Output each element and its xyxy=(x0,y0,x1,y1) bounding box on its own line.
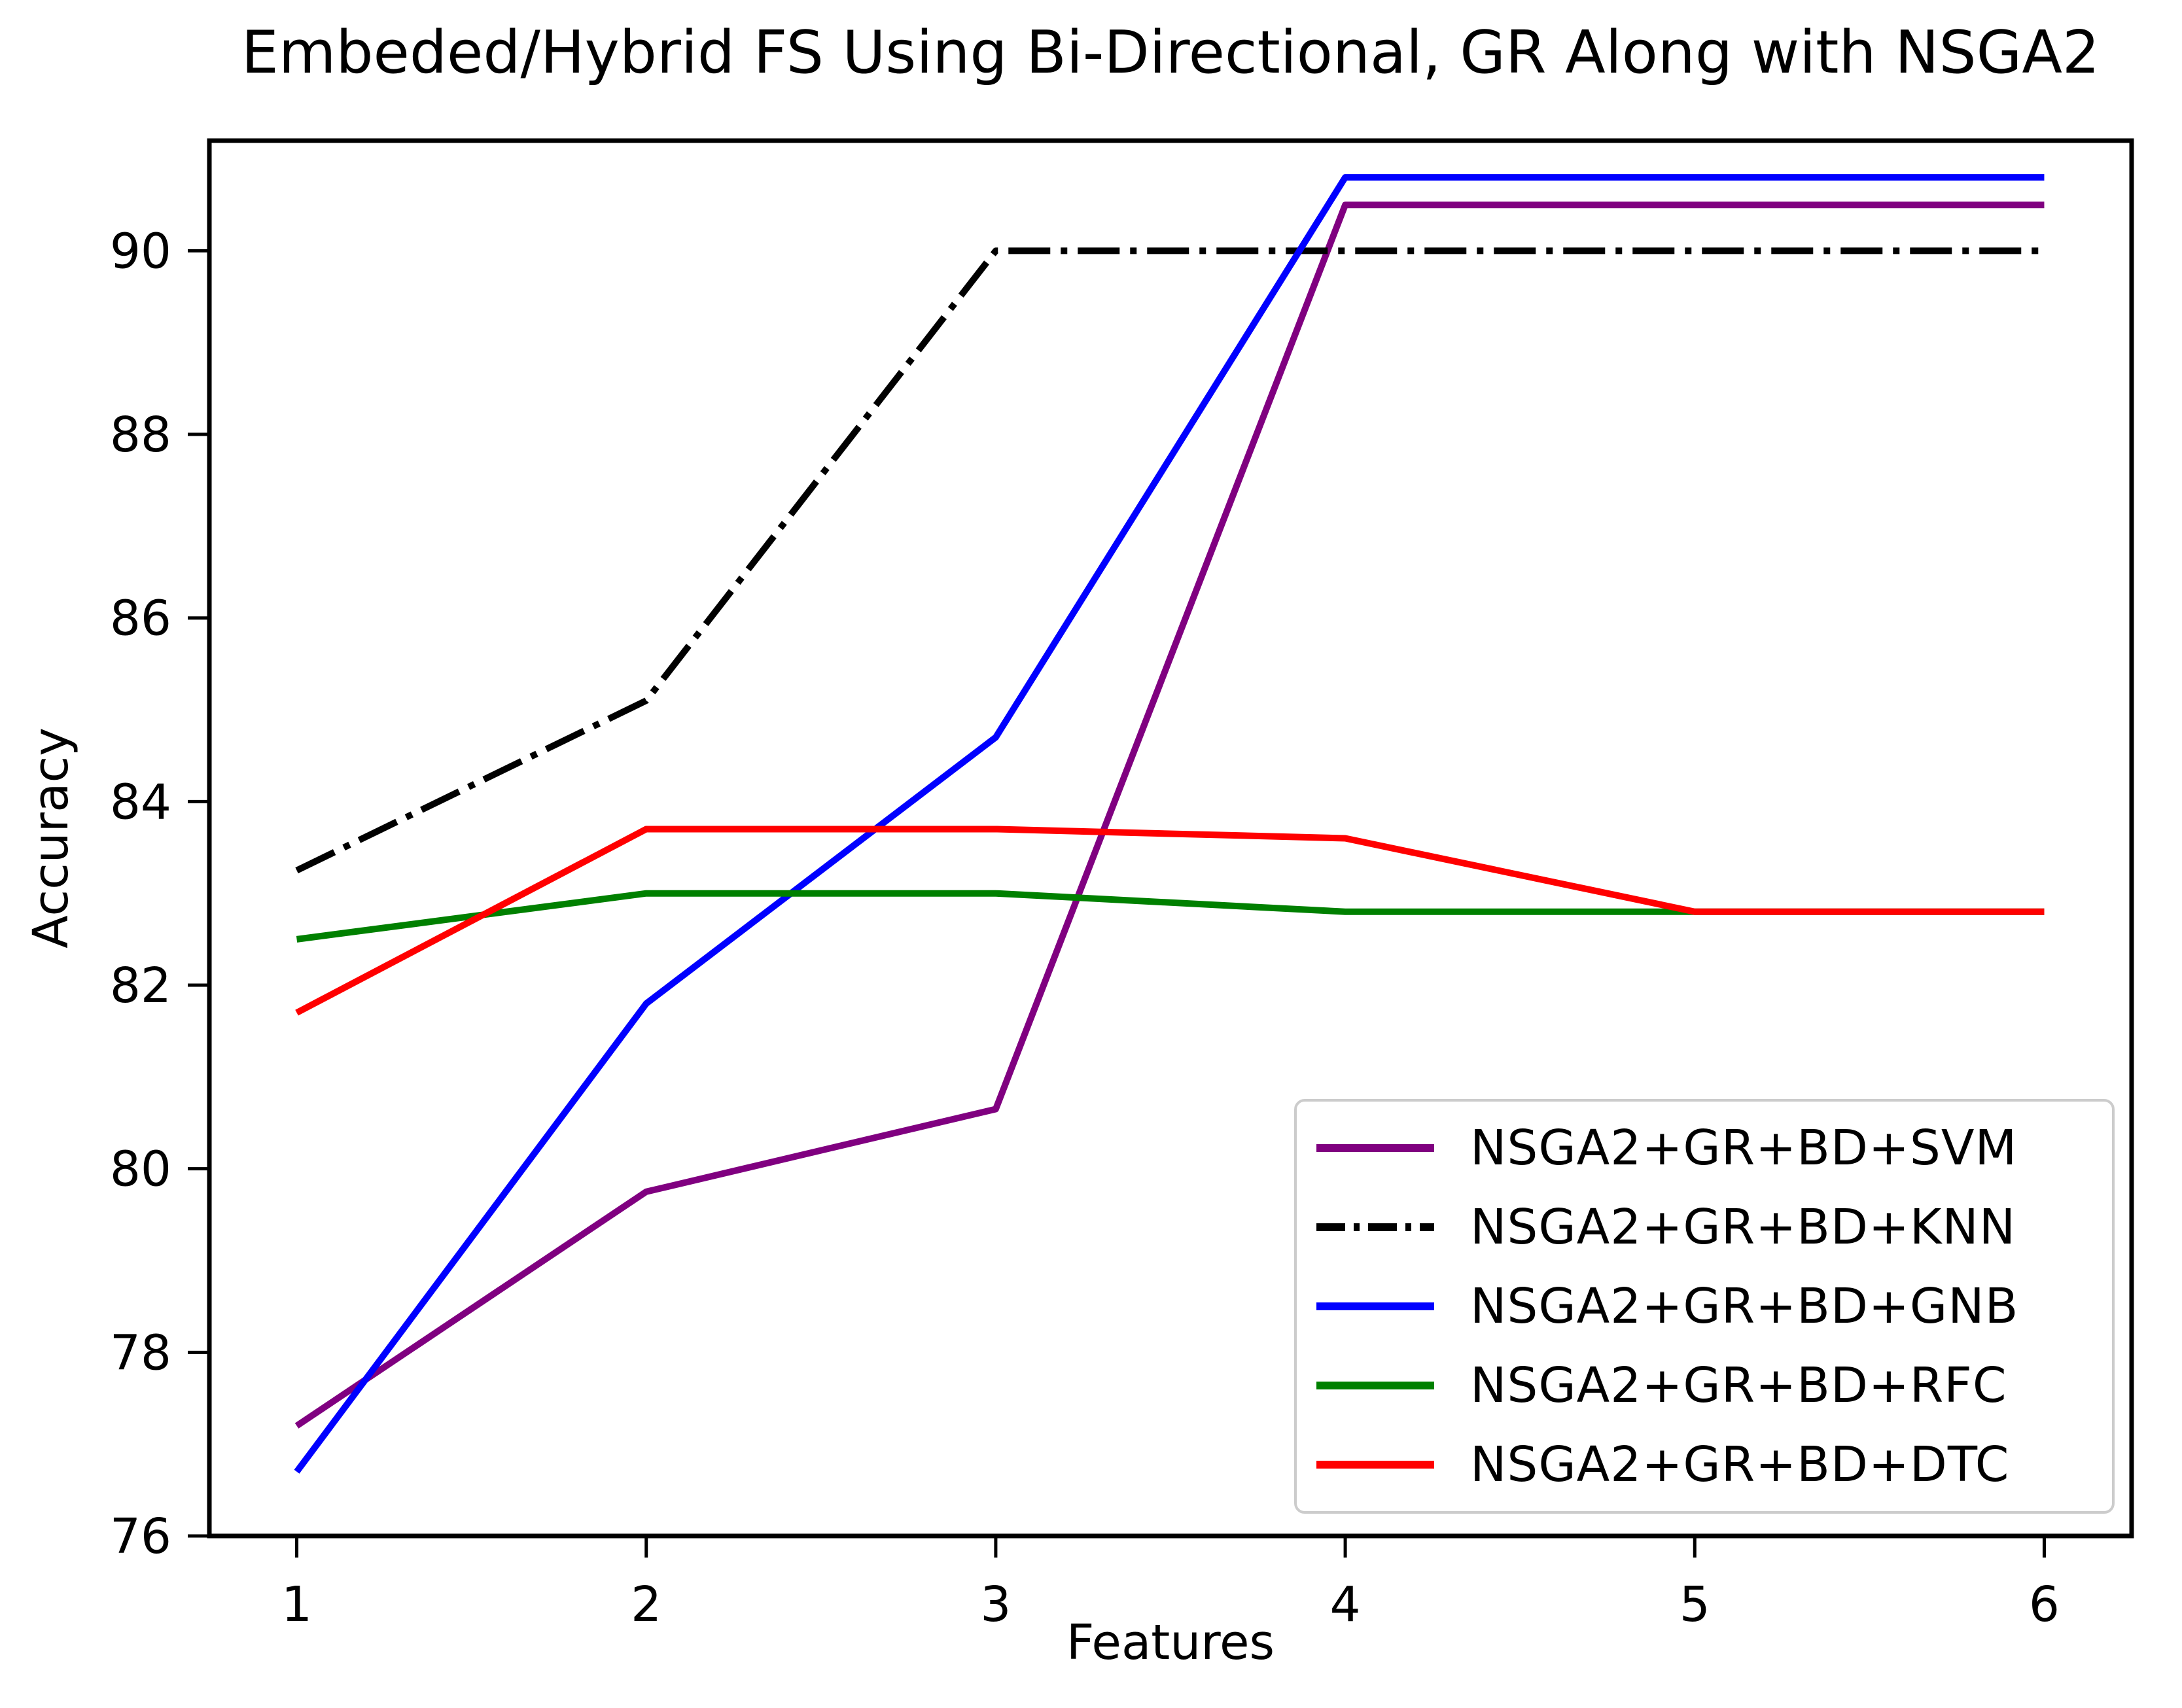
series-line-NSGA2+GR+BD+KNN xyxy=(295,247,2045,874)
legend-line-swatch xyxy=(1316,1143,1434,1152)
x-tick-label: 5 xyxy=(1680,1577,1710,1633)
x-axis-label: Features xyxy=(1066,1614,1275,1671)
y-axis-label: Accuracy xyxy=(23,727,79,949)
x-tick-label: 6 xyxy=(2029,1577,2060,1633)
chart-title: Embeded/Hybrid FS Using Bi-Directional, … xyxy=(241,18,2100,87)
series-line-NSGA2+GR+BD+GNB xyxy=(294,174,2045,1474)
y-tick-label: 84 xyxy=(110,774,171,830)
y-tick-label: 82 xyxy=(110,958,171,1014)
series-line-NSGA2+GR+BD+DTC xyxy=(295,826,2045,1016)
y-tick-label: 86 xyxy=(110,591,171,647)
series-line-NSGA2+GR+BD+RFC xyxy=(296,890,2045,943)
x-tick-label: 2 xyxy=(631,1577,661,1633)
legend-line-swatch xyxy=(1316,1302,1434,1310)
legend-box: NSGA2+GR+BD+SVM NSGA2+GR+BD+KNN NSGA2+GR… xyxy=(1294,1099,2115,1514)
legend-line-swatch xyxy=(1316,1382,1434,1390)
y-tick-label: 76 xyxy=(110,1508,171,1565)
legend-line-swatch xyxy=(1316,1223,1434,1231)
legend-label: NSGA2+GR+BD+GNB xyxy=(1470,1278,2019,1334)
legend-label: NSGA2+GR+BD+RFC xyxy=(1470,1357,2007,1414)
legend-item: NSGA2+GR+BD+SVM xyxy=(1316,1109,2112,1187)
x-tick-label: 3 xyxy=(980,1577,1011,1633)
legend-label: NSGA2+GR+BD+SVM xyxy=(1470,1119,2018,1176)
legend-label: NSGA2+GR+BD+KNN xyxy=(1470,1198,2016,1255)
legend-line-swatch xyxy=(1316,1461,1434,1469)
x-tick-label: 1 xyxy=(281,1577,312,1633)
x-tick-label: 4 xyxy=(1330,1577,1361,1633)
y-tick-label: 90 xyxy=(110,223,171,279)
y-tick-label: 78 xyxy=(110,1325,171,1381)
y-tick-label: 80 xyxy=(110,1142,171,1198)
legend-item: NSGA2+GR+BD+KNN xyxy=(1316,1188,2112,1266)
series-line-NSGA2+GR+BD+SVM xyxy=(294,201,2045,1429)
y-tick-label: 88 xyxy=(110,407,171,463)
legend-item: NSGA2+GR+BD+RFC xyxy=(1316,1346,2112,1425)
legend-item: NSGA2+GR+BD+DTC xyxy=(1316,1425,2112,1504)
legend-item: NSGA2+GR+BD+GNB xyxy=(1316,1267,2112,1346)
legend-label: NSGA2+GR+BD+DTC xyxy=(1470,1437,2010,1493)
